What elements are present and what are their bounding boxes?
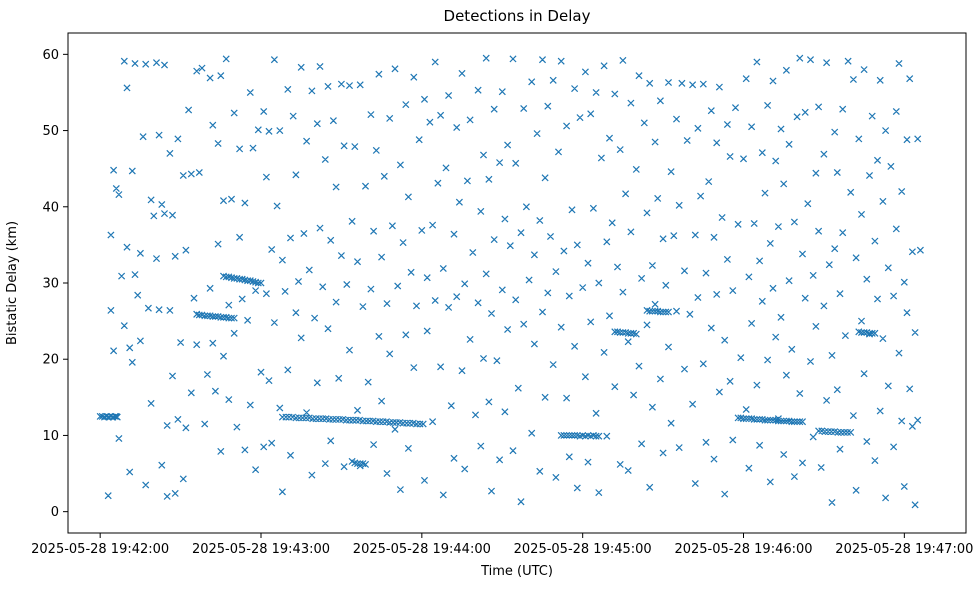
plot-area-border [67, 32, 967, 534]
x-axis-label: Time (UTC) [480, 564, 553, 579]
x-tick-label: 2025-05-28 19:46:00 [674, 542, 812, 557]
x-tick-label: 2025-05-28 19:47:00 [835, 542, 973, 557]
y-tick-label: 50 [42, 124, 59, 139]
x-tick-label: 2025-05-28 19:42:00 [31, 542, 169, 557]
y-tick-label: 20 [42, 353, 59, 368]
y-tick-label: 10 [42, 429, 59, 444]
x-tick-label: 2025-05-28 19:44:00 [353, 542, 491, 557]
y-axis-label: Bistatic Delay (km) [5, 221, 20, 345]
scatter-x-markers [96, 54, 924, 509]
y-tick-label: 40 [42, 200, 59, 215]
y-tick-label: 0 [51, 505, 59, 520]
x-tick-label: 2025-05-28 19:45:00 [514, 542, 652, 557]
x-tick-label: 2025-05-28 19:43:00 [192, 542, 330, 557]
y-tick-label: 60 [42, 48, 59, 63]
chart-title: Detections in Delay [444, 7, 591, 25]
axes: 0 10 20 30 40 50 60 2025-05-28 19:42:00 2025-05-… [31, 32, 973, 557]
data-points [96, 54, 924, 509]
y-tick-label: 30 [42, 277, 59, 292]
